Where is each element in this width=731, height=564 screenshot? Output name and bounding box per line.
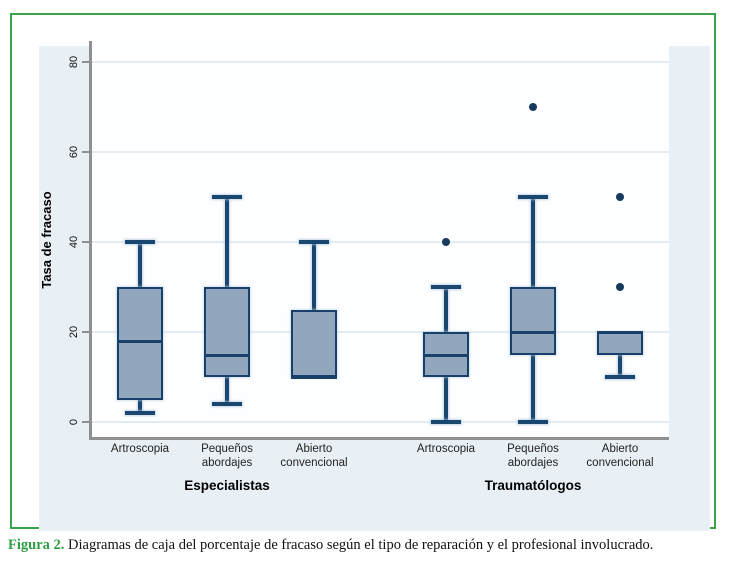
whisker-lower-cap <box>518 420 548 424</box>
gridline-80 <box>92 61 669 63</box>
y-tick-20 <box>82 331 90 333</box>
y-axis-line <box>89 41 92 440</box>
x-label-trau-artroscopia: Artroscopia <box>416 443 476 455</box>
outlier-dot <box>616 283 624 291</box>
group-label-traumatologos: Traumatólogos <box>484 478 582 493</box>
whisker-upper-cap <box>125 240 155 244</box>
whisker-upper-stem <box>444 287 448 332</box>
gridline-60 <box>92 151 669 153</box>
x-label-esp-abierto: Abierto convencional <box>280 443 348 469</box>
x-label-esp-pequenos: Pequeños abordajes <box>201 443 253 469</box>
whisker-lower-stem <box>138 399 142 413</box>
figure-caption: Figura 2. Diagramas de caja del porcenta… <box>8 537 726 554</box>
whisker-upper-stem <box>225 197 229 287</box>
y-axis-title: Tasa de fracaso <box>39 191 54 289</box>
outlier-dot <box>442 238 450 246</box>
x-label-esp-artroscopia: Artroscopia <box>110 443 170 455</box>
y-tick-label-40: 40 <box>68 235 80 249</box>
whisker-lower-stem <box>444 377 448 422</box>
box-1 <box>204 287 250 377</box>
whisker-upper-stem <box>312 242 316 310</box>
whisker-lower-cap <box>125 411 155 415</box>
outlier-dot <box>616 193 624 201</box>
plot-region <box>92 41 669 438</box>
y-tick-60 <box>82 151 90 153</box>
y-tick-label-0: 0 <box>68 418 80 426</box>
outlier-dot <box>529 103 537 111</box>
whisker-upper-stem <box>531 197 535 287</box>
gridline-0 <box>92 421 669 423</box>
box-2 <box>291 309 337 377</box>
box-5 <box>597 332 643 355</box>
y-tick-label-20: 20 <box>68 325 80 339</box>
x-label-trau-abierto: Abierto convencional <box>586 443 654 469</box>
median-4 <box>510 331 556 334</box>
median-0 <box>117 340 163 343</box>
whisker-upper-cap <box>518 195 548 199</box>
y-tick-80 <box>82 61 90 63</box>
whisker-upper-cap <box>212 195 242 199</box>
whisker-upper-cap <box>299 240 329 244</box>
group-label-especialistas: Especialistas <box>184 478 270 493</box>
y-tick-40 <box>82 241 90 243</box>
box-4 <box>510 287 556 355</box>
x-label-trau-pequenos: Pequeños abordajes <box>507 443 559 469</box>
whisker-lower-stem <box>531 354 535 422</box>
whisker-lower-cap <box>212 402 242 406</box>
box-0 <box>117 287 163 400</box>
gridline-40 <box>92 241 669 243</box>
whisker-lower-cap <box>431 420 461 424</box>
whisker-lower-stem <box>225 377 229 404</box>
median-3 <box>423 353 469 357</box>
whisker-lower-cap <box>605 375 635 379</box>
median-2 <box>291 376 337 379</box>
median-5 <box>597 331 643 334</box>
figure-caption-text: Diagramas de caja del porcentaje de frac… <box>64 537 654 553</box>
gridline-20 <box>92 331 669 333</box>
figure-caption-label: Figura 2. <box>8 537 65 553</box>
whisker-upper-stem <box>138 242 142 287</box>
x-axis-line <box>89 437 669 440</box>
y-tick-label-60: 60 <box>68 145 80 159</box>
median-1 <box>204 353 250 357</box>
y-tick-label-80: 80 <box>68 55 80 69</box>
y-tick-0 <box>82 421 90 423</box>
whisker-lower-stem <box>618 354 622 377</box>
whisker-upper-cap <box>431 285 461 289</box>
